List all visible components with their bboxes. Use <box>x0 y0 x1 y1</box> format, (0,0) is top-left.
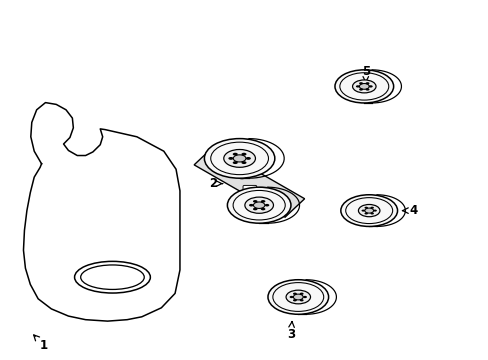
Ellipse shape <box>352 80 375 93</box>
Ellipse shape <box>252 208 257 210</box>
Ellipse shape <box>252 200 257 203</box>
Ellipse shape <box>364 208 373 213</box>
Ellipse shape <box>365 82 369 85</box>
Ellipse shape <box>365 88 369 91</box>
Ellipse shape <box>355 85 359 87</box>
Ellipse shape <box>260 208 265 210</box>
Polygon shape <box>194 147 304 217</box>
Ellipse shape <box>289 296 293 298</box>
FancyBboxPatch shape <box>243 185 256 192</box>
Text: 4: 4 <box>402 204 416 217</box>
Ellipse shape <box>233 155 245 162</box>
Ellipse shape <box>260 200 265 203</box>
Ellipse shape <box>232 161 237 164</box>
Ellipse shape <box>248 204 253 207</box>
Ellipse shape <box>364 207 367 209</box>
Ellipse shape <box>293 294 303 300</box>
Ellipse shape <box>303 296 306 298</box>
Ellipse shape <box>241 153 246 156</box>
Ellipse shape <box>292 293 296 295</box>
Text: 3: 3 <box>286 321 294 341</box>
Ellipse shape <box>285 290 310 304</box>
Ellipse shape <box>299 293 303 295</box>
Ellipse shape <box>224 149 255 167</box>
Ellipse shape <box>358 204 379 217</box>
Ellipse shape <box>253 202 264 208</box>
Ellipse shape <box>358 88 362 91</box>
Ellipse shape <box>334 70 393 103</box>
Ellipse shape <box>358 82 362 85</box>
Ellipse shape <box>364 212 367 215</box>
Ellipse shape <box>264 204 269 207</box>
Text: 5: 5 <box>361 65 369 84</box>
Ellipse shape <box>369 207 373 209</box>
Ellipse shape <box>204 139 274 178</box>
Ellipse shape <box>245 157 250 160</box>
Ellipse shape <box>241 161 246 164</box>
Ellipse shape <box>237 174 246 179</box>
Ellipse shape <box>359 84 368 89</box>
Ellipse shape <box>232 153 237 156</box>
Ellipse shape <box>228 157 233 160</box>
Ellipse shape <box>227 187 290 223</box>
Ellipse shape <box>361 210 364 212</box>
Ellipse shape <box>368 85 372 87</box>
Text: 1: 1 <box>34 335 48 352</box>
Ellipse shape <box>340 195 397 226</box>
Ellipse shape <box>369 212 373 215</box>
Ellipse shape <box>292 299 296 301</box>
Ellipse shape <box>299 299 303 301</box>
Ellipse shape <box>244 197 273 213</box>
Text: 2: 2 <box>208 177 222 190</box>
Ellipse shape <box>373 210 376 212</box>
Ellipse shape <box>267 280 328 314</box>
